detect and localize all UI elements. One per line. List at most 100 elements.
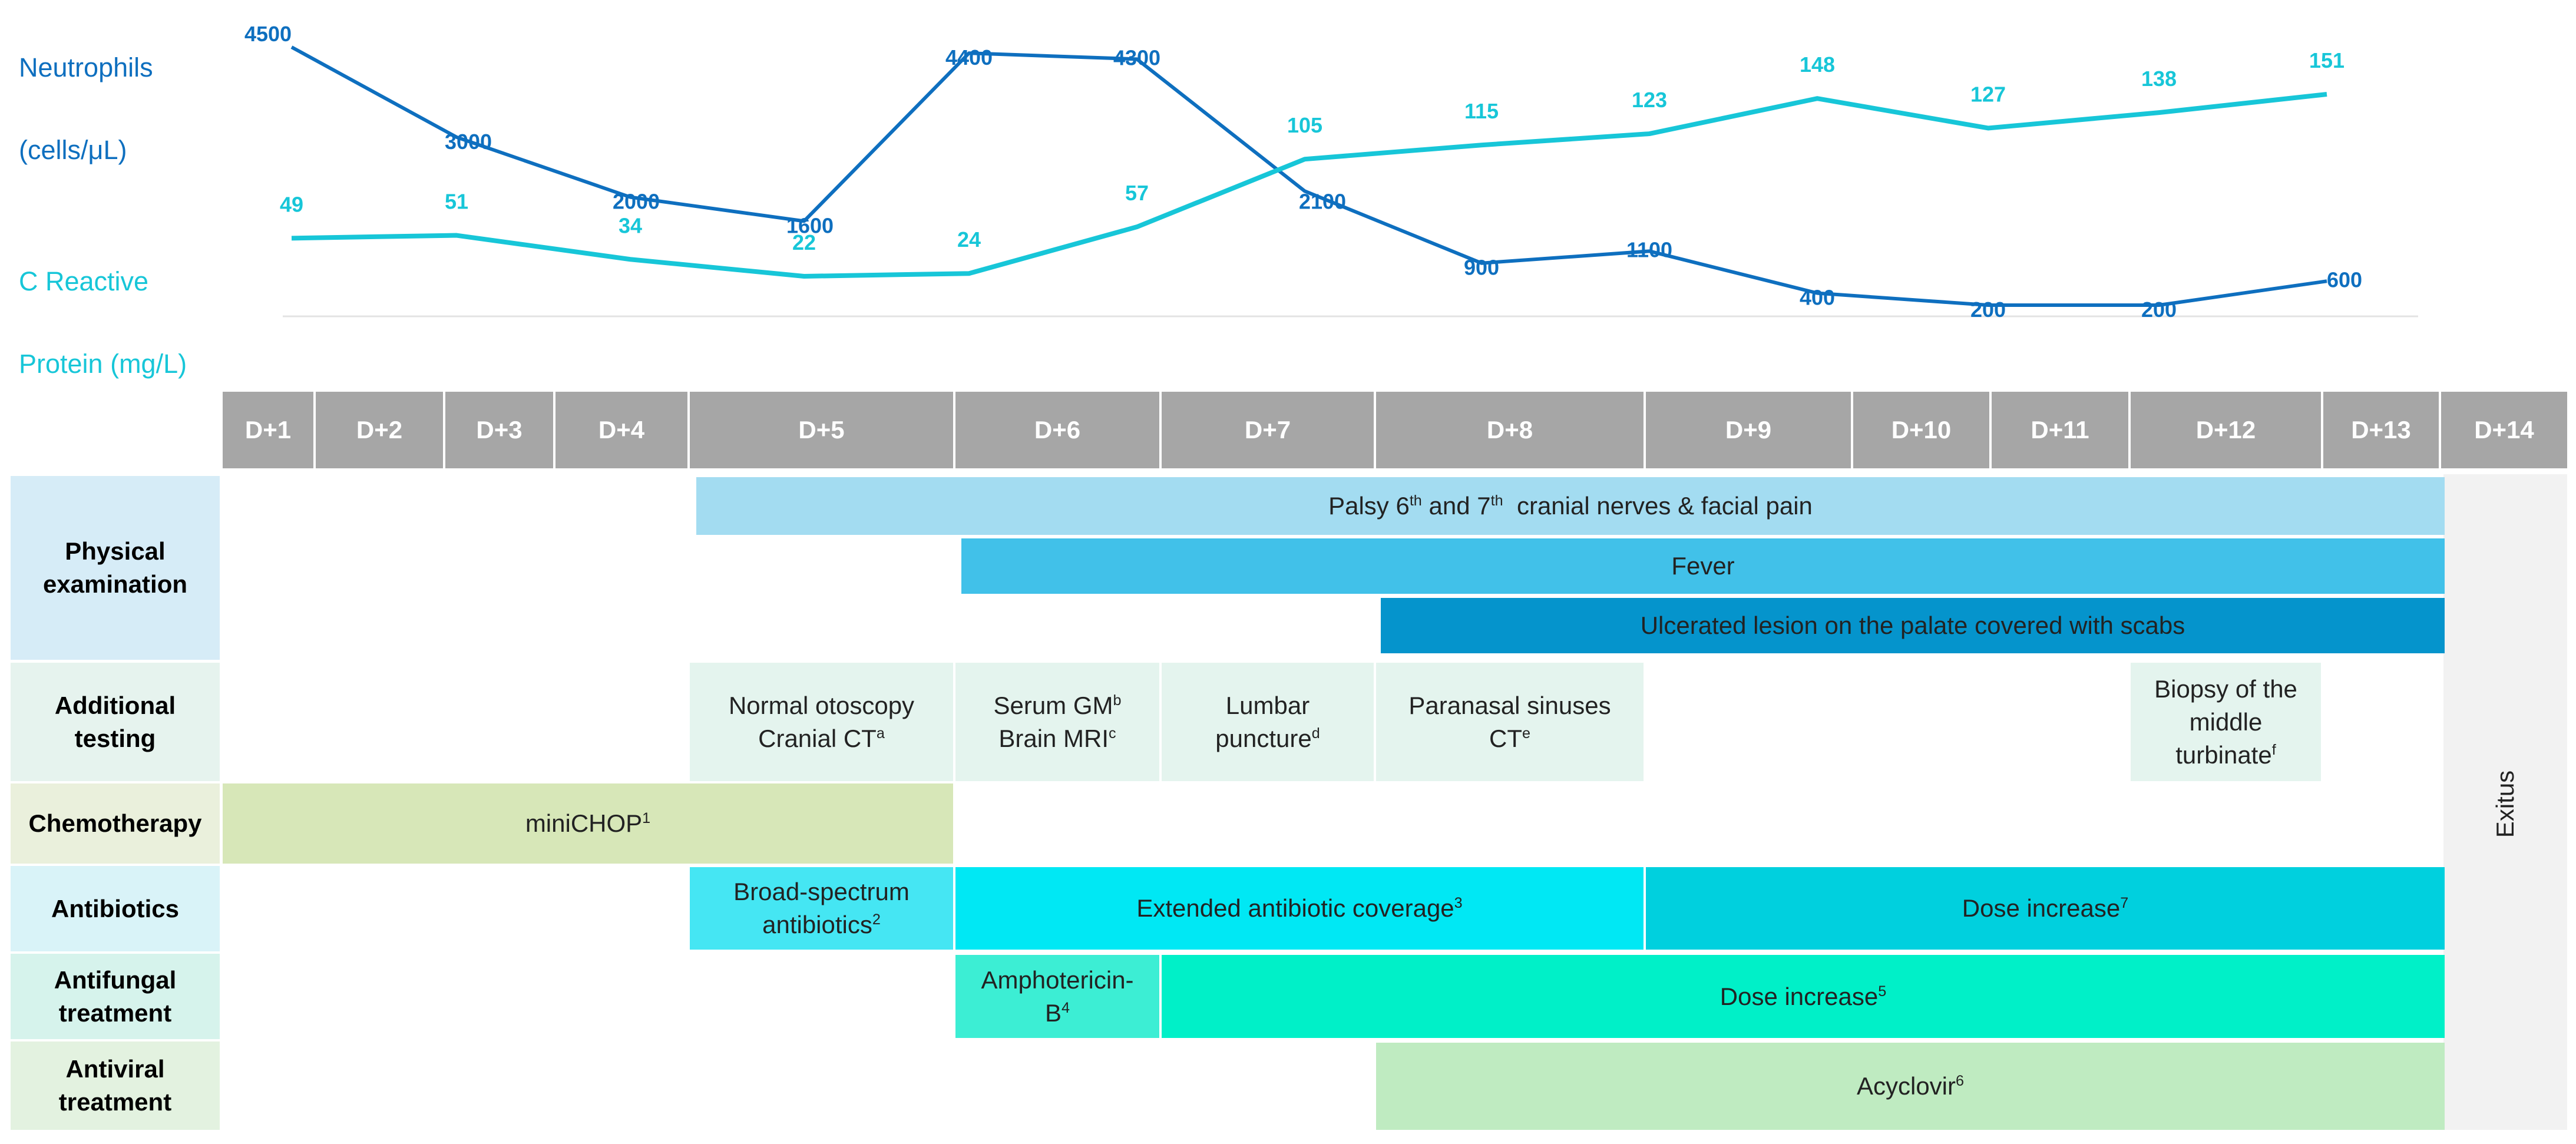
antifungal-amphotericin-sup: 4: [1062, 999, 1070, 1016]
day-header-d12: D+12: [2131, 392, 2321, 468]
test-d7-line2: punctured: [1215, 722, 1320, 755]
row-label-chemotherapy: Chemotherapy: [11, 783, 220, 864]
antiviral-acyclovir-sup: 6: [1956, 1073, 1965, 1089]
chemotherapy-name: miniCHOP: [525, 809, 643, 837]
test-d5-box: Normal otoscopy Cranial CTa: [690, 663, 953, 781]
ulcerated-lesion-bar: Ulcerated lesion on the palate covered w…: [1381, 598, 2445, 653]
antibiotics-extended-bar: Extended antibiotic coverage3: [955, 867, 1644, 950]
test-d5-sup: a: [876, 725, 885, 742]
crp-value-label: 34: [619, 213, 642, 237]
crp-value-label: 22: [792, 230, 816, 254]
antifungal-amphotericin-line1: Amphotericin-: [981, 966, 1134, 994]
palsy-text-start: Palsy 6: [1328, 492, 1410, 520]
antibiotics-broad-line2-text: antibiotics: [762, 911, 872, 938]
crp-value-label: 123: [1632, 88, 1667, 112]
neutrophils-value-label: 2000: [613, 190, 660, 214]
palsy-text-tail: cranial nerves & facial pain: [1503, 492, 1813, 520]
exitus-label: Exitus: [2491, 770, 2519, 838]
test-d12-line3: turbinatef: [2175, 739, 2276, 772]
antifungal-dose-increase-bar: Dose increase5: [1162, 955, 2445, 1038]
antibiotics-dose-increase-text: Dose increase7: [1962, 892, 2128, 925]
test-d12-line1: Biopsy of the: [2154, 675, 2297, 703]
test-d8-sup: e: [1522, 725, 1530, 742]
palsy-bar: Palsy 6th and 7th cranial nerves & facia…: [696, 477, 2445, 535]
day-header-d8: D+8: [1376, 392, 1644, 468]
crp-value-label: 151: [2309, 48, 2344, 72]
day-header-d9: D+9: [1646, 392, 1851, 468]
antifungal-dose-increase-text: Dose increase5: [1720, 980, 1886, 1013]
row-label-antiviral-treatment: Antiviral treatment: [11, 1041, 220, 1130]
antiviral-acyclovir-bar: Acyclovir6: [1376, 1043, 2445, 1130]
neutrophils-legend-line1: Neutrophils: [19, 52, 153, 82]
crp-value-label: 127: [1970, 82, 2006, 106]
chemotherapy-text: miniCHOP1: [525, 807, 650, 840]
crp-legend: C Reactive Protein (mg/L): [19, 220, 187, 426]
test-d6-sup1: b: [1113, 692, 1122, 709]
test-d6-line1-text: Serum GM: [993, 691, 1113, 719]
antibiotics-dose-increase-sup: 7: [2120, 895, 2129, 911]
test-d12-line2: middle: [2189, 707, 2263, 736]
test-d6-line1: Serum GMb: [993, 689, 1121, 722]
palsy-text-mid: and 7: [1421, 492, 1491, 520]
palsy-sup-1: th: [1409, 492, 1422, 509]
crp-legend-line1: C Reactive: [19, 266, 149, 296]
neutrophils-legend-line2: (cells/μL): [19, 135, 127, 165]
test-d12-box: Biopsy of the middle turbinatef: [2131, 663, 2321, 781]
day-header-d4: D+4: [555, 392, 687, 468]
exitus-column: [2443, 474, 2567, 1130]
day-header-d7: D+7: [1162, 392, 1374, 468]
test-d5-line1: Normal otoscopy: [728, 691, 915, 719]
day-header-d13: D+13: [2323, 392, 2439, 468]
antibiotics-extended-sup: 3: [1454, 895, 1463, 911]
crp-value-label: 148: [1800, 52, 1835, 77]
crp-value-label: 115: [1464, 99, 1499, 123]
test-d7-line1: Lumbar: [1225, 691, 1310, 719]
fever-text: Fever: [1671, 552, 1735, 580]
antifungal-amphotericin-bar: Amphotericin- B4: [955, 955, 1159, 1038]
antibiotics-broad-sup: 2: [872, 911, 881, 928]
day-header-d14: D+14: [2441, 392, 2567, 468]
antibiotics-broad-line2: antibiotics2: [762, 908, 881, 941]
test-d5-line2-text: Cranial CT: [758, 724, 877, 752]
day-header-d10: D+10: [1853, 392, 1989, 468]
test-d6-line2-text: Brain MRI: [998, 724, 1109, 752]
test-d6-line2: Brain MRIc: [998, 722, 1116, 755]
neutrophils-value-label: 4300: [1113, 45, 1160, 70]
neutrophils-legend: Neutrophils (cells/μL): [19, 6, 153, 212]
test-d8-line2-text: CT: [1489, 724, 1522, 752]
palsy-sup-2: th: [1490, 492, 1503, 509]
antibiotics-extended-name: Extended antibiotic coverage: [1136, 894, 1454, 922]
test-d12-sup: f: [2271, 741, 2276, 758]
chemotherapy-sup: 1: [642, 810, 651, 826]
antibiotics-broad-spectrum-bar: Broad-spectrum antibiotics2: [690, 867, 953, 950]
fever-bar: Fever: [961, 538, 2445, 594]
neutrophils-value-label: 2100: [1299, 189, 1346, 213]
test-d7-box: Lumbar punctured: [1162, 663, 1374, 781]
test-d7-line2-text: puncture: [1215, 724, 1312, 752]
neutrophils-value-label: 900: [1464, 256, 1499, 280]
antibiotics-extended-text: Extended antibiotic coverage3: [1136, 892, 1462, 925]
crp-value-label: 105: [1287, 113, 1322, 137]
test-d5-line2: Cranial CTa: [758, 722, 885, 755]
test-d12-line3-text: turbinate: [2175, 740, 2272, 769]
antibiotics-broad-line1: Broad-spectrum: [733, 878, 910, 905]
test-d6-sup2: c: [1109, 725, 1116, 742]
neutrophils-series-line: [290, 45, 2327, 307]
antibiotics-dose-increase-bar: Dose increase7: [1646, 867, 2445, 950]
ulcerated-lesion-text: Ulcerated lesion on the palate covered w…: [1640, 611, 2185, 639]
antibiotics-dose-increase-name: Dose increase: [1962, 894, 2121, 922]
crp-value-label: 49: [280, 192, 303, 216]
neutrophils-value-label: 1100: [1626, 237, 1672, 262]
antiviral-acyclovir-text: Acyclovir6: [1857, 1070, 1964, 1103]
day-header-d3: D+3: [445, 392, 553, 468]
test-d8-line1: Paranasal sinuses: [1408, 691, 1611, 719]
day-header-d6: D+6: [955, 392, 1159, 468]
test-d8-box: Paranasal sinuses CTe: [1376, 663, 1644, 781]
crp-series-line: [291, 92, 2327, 279]
test-d6-box: Serum GMb Brain MRIc: [955, 663, 1159, 781]
row-label-additional-testing: Additional testing: [11, 663, 220, 781]
neutrophils-value-label: 3000: [445, 130, 492, 154]
day-header-d11: D+11: [1992, 392, 2128, 468]
